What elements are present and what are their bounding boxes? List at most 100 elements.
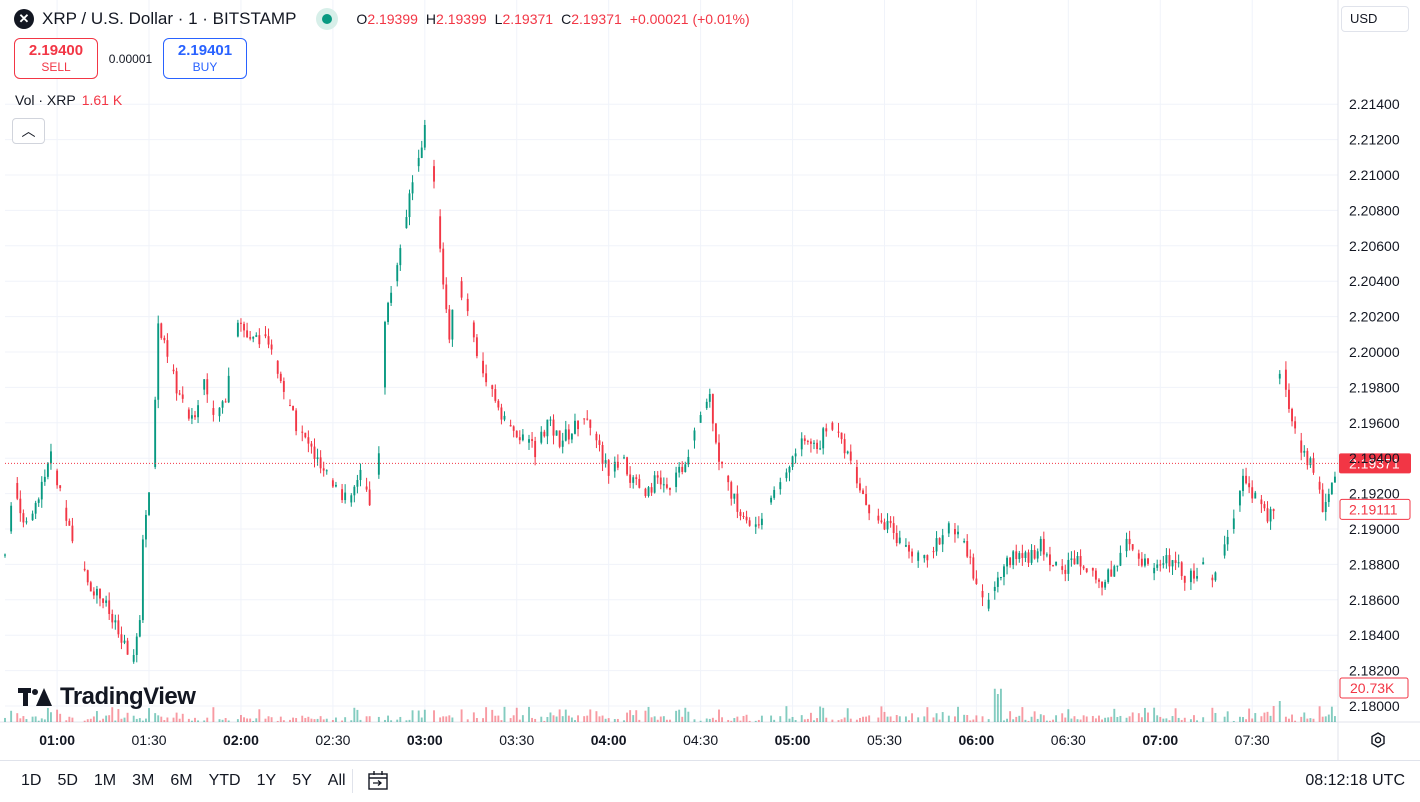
volume-bar [1238,716,1241,722]
candle [16,477,19,501]
sell-button[interactable]: 2.19400 SELL [14,38,98,79]
candle [175,367,178,401]
candle [267,328,270,349]
candle [528,434,530,450]
candle [862,488,864,495]
candle [1021,544,1024,566]
volume-bar [126,712,129,722]
volume-bar [117,709,120,722]
volume-bar [1012,719,1015,722]
candle [194,410,196,420]
currency-selector[interactable]: USD [1341,6,1409,32]
volume-bar [632,715,635,722]
candle [252,336,255,343]
candle [693,427,696,449]
candle [1137,549,1140,567]
x-icon[interactable]: ✕ [14,9,34,29]
candle [598,434,601,452]
candle [102,598,105,609]
range-button-1m[interactable]: 1M [93,772,117,789]
candle [1211,574,1214,588]
volume-bar [34,716,37,722]
volume-bar [485,707,488,722]
volume-bar [190,720,193,722]
volume-bar [1324,716,1327,722]
range-button-5y[interactable]: 5Y [292,772,312,789]
volume-bar [708,718,711,722]
symbol-title[interactable]: XRP / U.S. Dollar · 1 · BITSTAMP [42,9,297,28]
volume-bar [341,720,344,722]
volume-bar [95,711,98,722]
candle [221,400,224,414]
volume-bar [1067,709,1070,722]
volume-bar [1125,717,1128,722]
volume-bar [175,712,178,722]
collapse-legend-button[interactable]: ︿ [12,118,45,144]
volume-bars [4,688,1336,722]
candle [999,576,1002,581]
volume-bar [1030,716,1033,722]
range-button-3m[interactable]: 3M [132,772,155,789]
candle [466,293,469,316]
tradingview-logo[interactable]: TradingView [18,683,196,711]
buy-button[interactable]: 2.19401 BUY [163,38,247,79]
volume-bar [886,716,889,722]
volume-bar [1153,707,1156,722]
candle [773,486,776,500]
candle [543,429,546,438]
volume-bar [114,720,117,722]
candle [632,475,635,489]
candle [236,319,239,338]
volume-bar [1232,720,1235,722]
candle [607,458,610,484]
range-button-1y[interactable]: 1Y [256,772,277,789]
candle [325,469,328,475]
volume-bar [987,719,990,722]
volume-bar [1073,716,1076,722]
candle [681,461,684,475]
date-range-icon[interactable] [364,767,392,795]
volume-bar [160,716,163,722]
range-button-6m[interactable]: 6M [170,772,193,789]
volume-bar [276,720,279,722]
change-value: +0.00021 (+0.01%) [629,11,750,27]
volume-bar [181,713,184,722]
candle [1232,509,1235,534]
candle [855,459,858,489]
candle [344,484,347,504]
candle [1052,564,1054,567]
volume-bar [757,719,760,722]
volume-bar [387,715,389,722]
volume-bar [846,708,849,722]
volume-bar [344,717,347,722]
volume-bar [996,694,999,722]
volume-bar [693,719,696,722]
range-button-all[interactable]: All [327,772,346,789]
candle [1288,383,1290,413]
volume-bar [1015,716,1018,722]
range-button-1d[interactable]: 1D [21,772,42,789]
volume-bar [1064,717,1067,722]
candle [981,584,984,607]
range-button-5d[interactable]: 5D [57,772,78,789]
range-button-ytd[interactable]: YTD [208,772,241,789]
candle [892,516,895,540]
candle [359,463,362,487]
volume-legend[interactable]: Vol · XRP 1.61 K [15,92,122,108]
candle [1049,546,1051,572]
candle [1251,480,1254,503]
gear-icon[interactable] [1369,731,1387,749]
volume-bar [586,715,589,722]
candle [1070,551,1073,567]
volume-bar [494,715,497,722]
candle [898,530,901,545]
volume-bar [788,718,791,722]
last-price-label: 2.19371 [1349,455,1400,471]
volume-bar [99,720,101,722]
market-status-icon[interactable] [316,8,339,30]
volume-bar [399,716,402,722]
volume-bar [1193,715,1195,722]
utc-clock[interactable]: 08:12:18 UTC [1305,772,1405,789]
volume-bar [420,717,423,722]
